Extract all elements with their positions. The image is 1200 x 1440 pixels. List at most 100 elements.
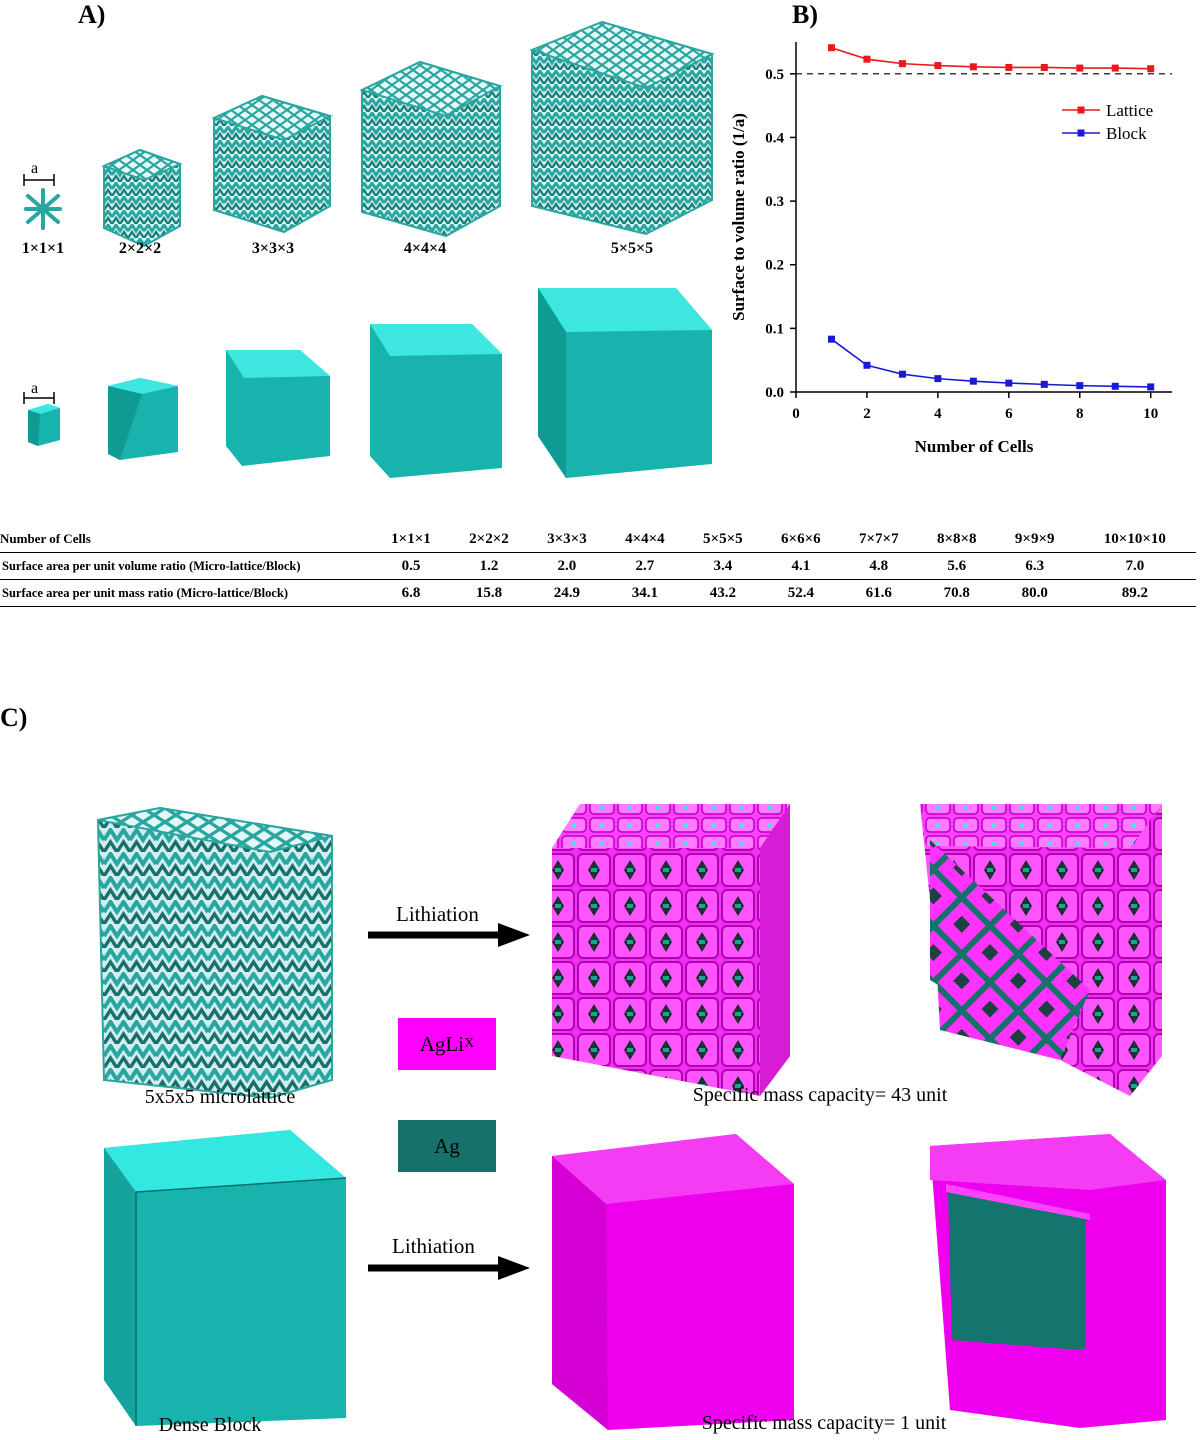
y-tick-label: 0.2 bbox=[765, 258, 784, 274]
x-tick-label: 4 bbox=[934, 406, 942, 422]
block-3x3x3 bbox=[226, 350, 330, 466]
y-tick-label: 0.4 bbox=[765, 130, 784, 146]
lattice-label-5: 5×5×5 bbox=[610, 240, 654, 257]
microlattice-5x5x5 bbox=[96, 806, 333, 1100]
legend-ag: Ag bbox=[398, 1120, 496, 1172]
y-tick-label: 0.1 bbox=[765, 321, 784, 337]
capacity-bottom: Specific mass capacity= 1 unit bbox=[701, 1412, 947, 1434]
table-cell: 7.0 bbox=[1073, 552, 1196, 580]
y-axis-label: Surface to volume ratio (1/a) bbox=[729, 113, 748, 321]
panel-label-c: C) bbox=[0, 703, 28, 732]
table-cell: 80.0 bbox=[995, 579, 1074, 607]
table-cell: 2.7 bbox=[605, 552, 684, 580]
legend-aglix: AgLi X bbox=[398, 1018, 496, 1070]
lattice-5x5x5 bbox=[529, 20, 715, 236]
lattice-3x3x3 bbox=[211, 94, 333, 234]
lithiated-lattice-section bbox=[920, 804, 1162, 1096]
data-point-lattice bbox=[969, 63, 977, 71]
legend-marker-block bbox=[1077, 129, 1085, 137]
table-cell: 52.4 bbox=[761, 579, 840, 607]
data-point-block bbox=[1147, 383, 1155, 391]
table-row: Surface area per unit volume ratio (Micr… bbox=[0, 552, 1196, 580]
chart-axes: 0.0 0.1 0.2 0.3 0.4 0.5 0 2 4 6 8 10 Number of Cells… bbox=[729, 42, 1172, 456]
data-point-lattice bbox=[1040, 63, 1048, 71]
caption-dense-block: Dense Block bbox=[158, 1414, 262, 1436]
table-cell: 15.8 bbox=[449, 579, 528, 607]
chart-series bbox=[827, 44, 1155, 391]
lithiation-arrow-bottom bbox=[368, 1256, 530, 1280]
table-cell: 34.1 bbox=[605, 579, 684, 607]
block-4x4x4 bbox=[370, 324, 502, 478]
table-cell: 3.4 bbox=[683, 552, 762, 580]
lattice-dimension-label: a bbox=[31, 160, 39, 177]
ratio-table: Number of Cells 1×1×1 2×2×2 3×3×3 4×4×4 … bbox=[0, 526, 1196, 607]
data-point-block bbox=[898, 370, 906, 378]
data-point-block bbox=[934, 375, 942, 383]
x-tick-label: 6 bbox=[1005, 406, 1013, 422]
chart-legend: Lattice Block bbox=[1062, 101, 1153, 143]
data-point-lattice bbox=[1111, 64, 1119, 72]
block-2x2x2 bbox=[108, 378, 178, 460]
table-cell: 1.2 bbox=[449, 552, 528, 580]
table-cell: 4.8 bbox=[839, 552, 918, 580]
data-point-block bbox=[827, 335, 835, 343]
lattice-label-2: 2×2×2 bbox=[118, 240, 162, 257]
table-header-cell: 4×4×4 bbox=[605, 526, 684, 553]
block-1x1x1 bbox=[28, 404, 60, 446]
legend-label-lattice: Lattice bbox=[1106, 101, 1153, 120]
table-cell: 61.6 bbox=[839, 579, 918, 607]
lithiation-label-top: Lithiation bbox=[396, 902, 479, 926]
table-header-cell: Number of Cells bbox=[0, 526, 372, 553]
data-point-block bbox=[969, 377, 977, 385]
data-point-block bbox=[863, 361, 871, 369]
capacity-top: Specific mass capacity= 43 unit bbox=[692, 1084, 948, 1106]
table-header-cell: 2×2×2 bbox=[449, 526, 528, 553]
table-header-cell: 10×10×10 bbox=[1073, 526, 1196, 553]
data-point-lattice bbox=[1005, 63, 1013, 71]
block-dimension-marker bbox=[23, 392, 55, 404]
lattice-label-4: 4×4×4 bbox=[403, 240, 447, 257]
x-axis-label: Number of Cells bbox=[915, 437, 1034, 456]
lattice-label-1: 1×1×1 bbox=[21, 240, 65, 257]
data-point-block bbox=[1076, 382, 1084, 390]
x-tick-label: 2 bbox=[863, 406, 871, 422]
panel-label-a: A) bbox=[78, 0, 106, 29]
lattice-4x4x4 bbox=[359, 60, 503, 238]
table-cell: 2.0 bbox=[527, 552, 606, 580]
block-dimension-label: a bbox=[31, 380, 39, 397]
y-tick-label: 0.3 bbox=[765, 194, 784, 210]
table-cell: 4.1 bbox=[761, 552, 840, 580]
data-point-lattice bbox=[898, 60, 906, 68]
data-point-lattice bbox=[1147, 65, 1155, 73]
lithiation-arrow-top bbox=[368, 923, 530, 947]
table-header-cell: 5×5×5 bbox=[683, 526, 762, 553]
legend-aglix-subscript: X bbox=[464, 1036, 475, 1051]
panel-label-b: B) bbox=[792, 0, 818, 29]
lithiation-label-bottom: Lithiation bbox=[392, 1234, 475, 1258]
lattice-dimension-marker bbox=[23, 174, 55, 186]
data-point-block bbox=[1040, 380, 1048, 388]
block-5x5x5 bbox=[538, 288, 712, 478]
table-cell: 89.2 bbox=[1073, 579, 1196, 607]
table-row: Surface area per unit mass ratio (Micro-… bbox=[0, 579, 1196, 607]
table-header-cell: 3×3×3 bbox=[527, 526, 606, 553]
lattice-2x2x2 bbox=[101, 148, 183, 248]
table-header-cell: 6×6×6 bbox=[761, 526, 840, 553]
series-line-block bbox=[830, 338, 1151, 388]
table-header-cell: 8×8×8 bbox=[917, 526, 996, 553]
table-cell: Surface area per unit mass ratio (Micro-… bbox=[0, 579, 372, 607]
x-tick-label: 0 bbox=[792, 406, 800, 422]
table-header-row: Number of Cells 1×1×1 2×2×2 3×3×3 4×4×4 … bbox=[0, 526, 1196, 553]
legend-label-block: Block bbox=[1106, 124, 1147, 143]
table-header-cell: 1×1×1 bbox=[372, 526, 450, 553]
lithiated-lattice bbox=[552, 804, 790, 1096]
lattice-1x1x1 bbox=[24, 188, 62, 230]
data-point-lattice bbox=[863, 55, 871, 63]
data-point-block bbox=[1111, 382, 1119, 390]
table-cell: 24.9 bbox=[527, 579, 606, 607]
x-tick-label: 8 bbox=[1076, 406, 1084, 422]
table-header-cell: 7×7×7 bbox=[839, 526, 918, 553]
caption-microlattice: 5x5x5 microlattice bbox=[144, 1086, 296, 1108]
table-cell: 6.8 bbox=[372, 579, 450, 607]
legend-marker-lattice bbox=[1077, 106, 1085, 114]
